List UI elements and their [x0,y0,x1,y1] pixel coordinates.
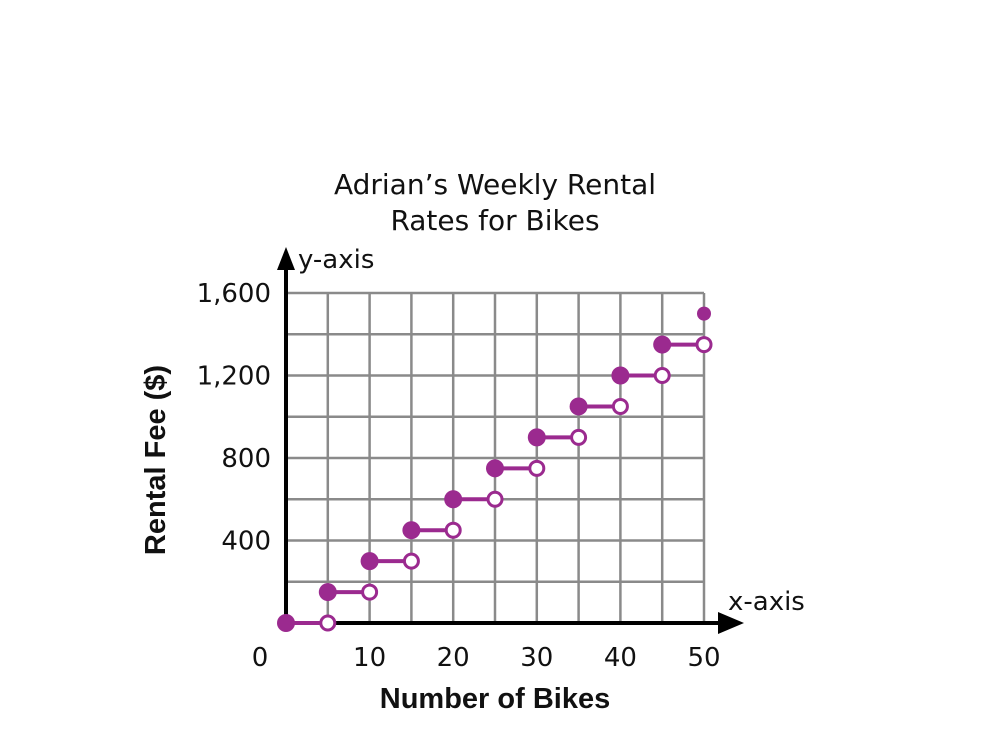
open-point [319,614,337,632]
axes [277,247,744,634]
open-point [444,521,462,539]
series [277,306,713,632]
closed-point [444,490,463,509]
open-point [528,459,546,477]
x-tick-label: 20 [437,643,470,673]
y-axis-arrow [277,247,295,270]
y-tick-label: 1,200 [197,362,271,392]
closed-point [486,459,504,478]
closed-point [360,552,379,571]
x-tick-label: 10 [353,643,386,673]
open-point [402,552,420,570]
y-tick-label: 800 [221,444,271,474]
open-point [361,583,379,601]
closed-point [653,335,672,354]
y-tick-label: 400 [221,527,271,557]
y-tick-label: 1,600 [197,279,271,309]
final-closed-point [697,306,711,321]
x-axis-name: x-axis [728,587,805,617]
closed-point [318,583,337,602]
x-tick-label: 30 [520,643,553,673]
y-axis-name: y-axis [298,245,374,275]
closed-point [527,428,546,447]
chart-title-line-2: Rates for Bikes [390,204,599,237]
open-point [653,367,671,384]
open-point [611,397,629,415]
x-axis-label: Number of Bikes [380,683,610,715]
x-tick-label: 40 [604,643,637,673]
x-axis-arrow [718,612,744,634]
closed-point [569,397,588,416]
tick-labels: 10 20 30 40 50 400 800 1,200 1,600 [197,279,721,673]
y-axis-label: Rental Fee ($) [140,365,172,555]
x-tick-label: 50 [687,643,720,673]
closed-point [402,521,421,540]
open-point [695,336,713,354]
chart-title-line-1: Adrian’s Weekly Rental [334,168,656,201]
grid [286,291,706,623]
closed-point [277,614,295,632]
chart-title: Adrian’s Weekly Rental Rates for Bikes [334,168,656,237]
origin-label: 0 [252,643,269,673]
open-point [570,428,588,446]
closed-point [611,366,630,385]
open-point [486,490,504,508]
